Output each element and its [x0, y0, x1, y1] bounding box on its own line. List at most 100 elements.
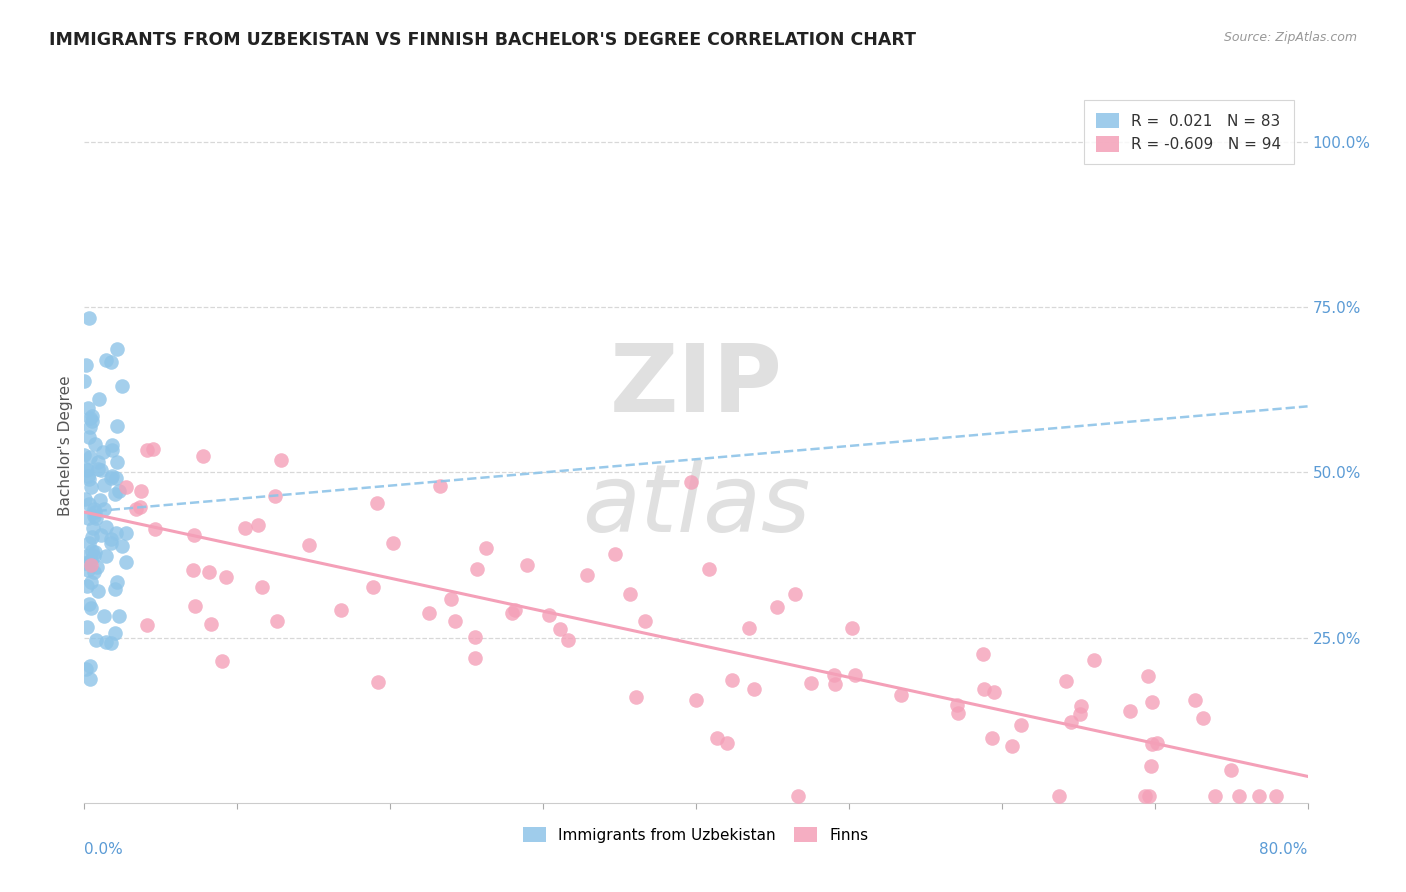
Text: 80.0%: 80.0% — [1260, 842, 1308, 857]
Point — [1136, 669, 1159, 683]
Point — [1010, 718, 1032, 732]
Point — [79, 535, 101, 549]
Point — [90, 528, 112, 542]
Point — [557, 633, 579, 648]
Point — [742, 681, 765, 696]
Point — [1054, 673, 1077, 688]
Point — [252, 580, 274, 594]
Point — [429, 478, 451, 492]
Point — [96, 549, 118, 563]
Point — [75, 491, 97, 506]
Point — [1184, 692, 1206, 706]
Point — [603, 547, 626, 561]
Point — [1146, 736, 1168, 750]
Point — [108, 608, 131, 623]
Point — [77, 401, 100, 416]
Point — [505, 603, 527, 617]
Point — [100, 532, 122, 546]
Point — [82, 521, 104, 535]
Point — [619, 587, 641, 601]
Point — [79, 410, 101, 425]
Point — [101, 442, 124, 457]
Point — [143, 522, 166, 536]
Point — [548, 623, 571, 637]
Point — [1139, 759, 1161, 773]
Point — [716, 736, 738, 750]
Point — [96, 635, 118, 649]
Point — [105, 343, 128, 357]
Point — [766, 599, 789, 614]
Point — [129, 500, 152, 514]
Point — [946, 706, 969, 721]
Point — [104, 525, 127, 540]
Point — [738, 621, 761, 635]
Point — [75, 462, 97, 476]
Point — [537, 608, 560, 623]
Text: IMMIGRANTS FROM UZBEKISTAN VS FINNISH BACHELOR'S DEGREE CORRELATION CHART: IMMIGRANTS FROM UZBEKISTAN VS FINNISH BA… — [49, 31, 917, 49]
Point — [465, 562, 488, 576]
Point — [87, 392, 110, 407]
Point — [800, 675, 823, 690]
Point — [77, 597, 100, 611]
Point — [1137, 789, 1160, 804]
Point — [75, 549, 97, 563]
Point — [83, 545, 105, 559]
Point — [1227, 789, 1250, 804]
Point — [131, 483, 153, 498]
Point — [93, 609, 115, 624]
Point — [247, 518, 270, 533]
Point — [80, 530, 103, 544]
Point — [94, 520, 117, 534]
Text: atlas: atlas — [582, 460, 810, 551]
Point — [464, 651, 486, 665]
Point — [200, 616, 222, 631]
Point — [87, 462, 110, 476]
Point — [79, 450, 101, 464]
Point — [786, 789, 808, 803]
Point — [80, 575, 103, 590]
Point — [329, 603, 352, 617]
Point — [115, 480, 138, 494]
Point — [1205, 789, 1227, 804]
Point — [1001, 739, 1024, 754]
Point — [440, 591, 463, 606]
Point — [104, 626, 127, 640]
Point — [983, 684, 1005, 698]
Point — [83, 549, 105, 563]
Legend: Immigrants from Uzbekistan, Finns: Immigrants from Uzbekistan, Finns — [517, 821, 875, 848]
Point — [80, 553, 103, 567]
Point — [1249, 789, 1271, 804]
Point — [114, 554, 136, 568]
Point — [697, 562, 720, 576]
Point — [366, 496, 388, 510]
Point — [76, 620, 98, 634]
Point — [624, 690, 647, 704]
Point — [575, 568, 598, 582]
Point — [973, 681, 995, 696]
Point — [125, 501, 148, 516]
Point — [191, 449, 214, 463]
Point — [100, 536, 122, 550]
Point — [100, 471, 122, 485]
Point — [77, 310, 100, 325]
Point — [93, 502, 115, 516]
Point — [1192, 711, 1215, 725]
Point — [84, 510, 107, 524]
Point — [464, 630, 486, 644]
Point — [142, 442, 165, 456]
Point — [418, 606, 440, 620]
Point — [80, 558, 103, 572]
Point — [80, 543, 103, 558]
Point — [101, 437, 124, 451]
Point — [136, 618, 159, 632]
Point — [76, 511, 98, 525]
Point — [79, 473, 101, 487]
Point — [1220, 763, 1243, 777]
Point — [1142, 694, 1164, 708]
Point — [87, 583, 110, 598]
Point — [361, 580, 384, 594]
Point — [184, 599, 207, 614]
Text: ZIP: ZIP — [610, 340, 782, 432]
Point — [443, 614, 465, 628]
Point — [720, 673, 742, 688]
